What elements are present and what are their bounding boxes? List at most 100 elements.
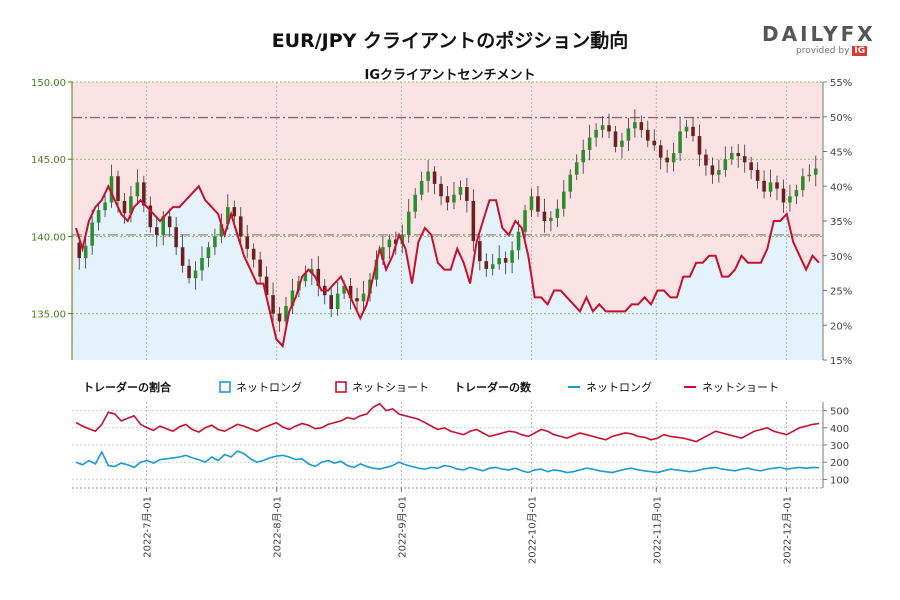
candle-body	[258, 259, 262, 277]
chart-title: EUR/JPY クライアントのポジション動向	[271, 30, 629, 52]
percent-tick-label: 40%	[830, 182, 852, 193]
x-axis: 2022-7月-01 2022-8月-01 2022-9月-01 2022-10月-0…	[142, 488, 793, 564]
candle-body	[620, 140, 624, 147]
candle-body	[542, 211, 547, 221]
candle-body	[316, 268, 321, 286]
count-tick-label: 500	[830, 407, 849, 418]
candle-body	[691, 126, 695, 137]
candle-body	[129, 196, 133, 214]
legend-ratio-title: トレーダーの割合	[83, 380, 172, 394]
candle-body	[381, 247, 385, 260]
candle-body	[290, 290, 295, 306]
candle-body	[775, 182, 779, 189]
candle-body	[103, 202, 107, 211]
candle-body	[413, 194, 417, 212]
candle-body	[439, 183, 443, 197]
candle-body	[83, 245, 88, 259]
candle-body	[335, 293, 340, 310]
candle-body	[671, 153, 676, 163]
candle-body	[574, 162, 579, 175]
x-tick-label: 2022-12月-01	[781, 496, 793, 564]
candle-body	[142, 182, 146, 206]
logo-provided-by: provided by IG	[796, 46, 868, 56]
net-long-count-line	[75, 450, 820, 474]
candle-body	[303, 273, 308, 282]
candle-body	[723, 159, 728, 171]
candle-body	[697, 136, 702, 155]
candle-body	[213, 236, 217, 248]
candle-body	[529, 196, 534, 211]
candle-body	[154, 227, 159, 235]
candle-body	[361, 293, 366, 302]
candle-body	[174, 227, 178, 248]
candle-body	[264, 276, 269, 296]
x-tick-label: 2022-9月-01	[396, 496, 408, 558]
candle-body	[329, 295, 333, 310]
candle-body	[219, 224, 224, 237]
chart-subtitle: IGクライアントセンチメント	[364, 68, 536, 83]
percent-tick-label: 35%	[830, 217, 852, 228]
candle-body	[755, 170, 760, 181]
candle-body	[251, 248, 256, 260]
candle-body	[503, 258, 508, 263]
percent-tick-label: 50%	[830, 113, 852, 124]
candle-body	[704, 154, 708, 166]
legend-count-long: ネットロング	[586, 380, 652, 394]
percent-tick-label: 25%	[830, 287, 852, 298]
candle-body	[426, 171, 430, 181]
candle-body	[510, 250, 514, 263]
candle-body	[684, 126, 689, 132]
dailyfx-logo: DAILYFX provided by IG	[762, 22, 876, 56]
candle-body	[458, 187, 463, 195]
candle-body	[445, 196, 450, 203]
candle-body	[478, 241, 482, 262]
candle-body	[652, 140, 657, 146]
candle-body	[749, 162, 753, 171]
candle-body	[387, 239, 392, 248]
x-tick-label: 2022-11月-01	[651, 496, 663, 564]
candle-body	[187, 265, 191, 279]
candle-body	[471, 200, 476, 242]
percent-tick-label: 30%	[830, 252, 852, 263]
candle-body	[562, 191, 566, 209]
logo-wordmark: DAILYFX	[762, 22, 876, 46]
candle-body	[813, 168, 818, 175]
candle-body	[736, 153, 741, 157]
candle-body	[788, 196, 792, 203]
price-tick-label: 145.00	[31, 155, 66, 166]
candle-body	[781, 188, 786, 203]
candle-body	[394, 239, 398, 245]
candle-body	[232, 207, 237, 217]
candle-body	[96, 210, 101, 223]
legend-short-square-icon	[335, 381, 347, 393]
candle-body	[432, 171, 437, 184]
trader-count-panel: 100 200 300 400 500	[72, 402, 849, 489]
legend: トレーダーの割合 ネットロング ネットショート トレーダーの数 ネットロング ネットショー…	[83, 380, 779, 394]
candle-body	[568, 174, 573, 192]
candle-body	[626, 128, 631, 141]
price-tick-label: 135.00	[31, 310, 66, 321]
candle-body	[452, 194, 456, 203]
candle-body	[633, 122, 637, 129]
candle-body	[490, 264, 495, 269]
candle-body	[762, 180, 766, 192]
candle-body	[277, 313, 282, 322]
legend-ratio-short: ネットショート	[352, 381, 429, 394]
candle-body	[284, 305, 288, 322]
candle-body	[374, 259, 379, 280]
percent-tick-label: 15%	[830, 356, 852, 367]
candle-body	[549, 217, 553, 221]
candle-body	[678, 131, 682, 154]
candle-body	[271, 295, 275, 314]
candle-body	[342, 285, 346, 294]
candle-body	[355, 298, 359, 302]
percent-tick-label: 45%	[830, 148, 852, 159]
x-tick-label: 2022-10月-01	[527, 496, 539, 564]
candle-body	[116, 176, 120, 201]
candle-body	[226, 207, 230, 225]
candle-body	[710, 165, 715, 175]
candle-body	[665, 157, 669, 163]
candle-body	[646, 129, 650, 141]
candle-body	[348, 285, 353, 299]
candle-body	[245, 236, 249, 249]
